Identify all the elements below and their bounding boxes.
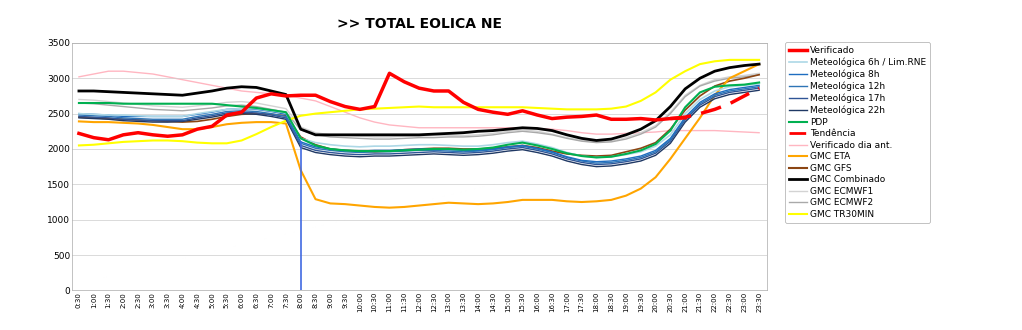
Legend: Verificado, Meteológica 6h / Lim.RNE, Meteológica 8h, Meteológica 12h, Meteológi: Verificado, Meteológica 6h / Lim.RNE, Me… — [785, 43, 930, 222]
Text: >> TOTAL EOLICA NE: >> TOTAL EOLICA NE — [336, 16, 502, 30]
